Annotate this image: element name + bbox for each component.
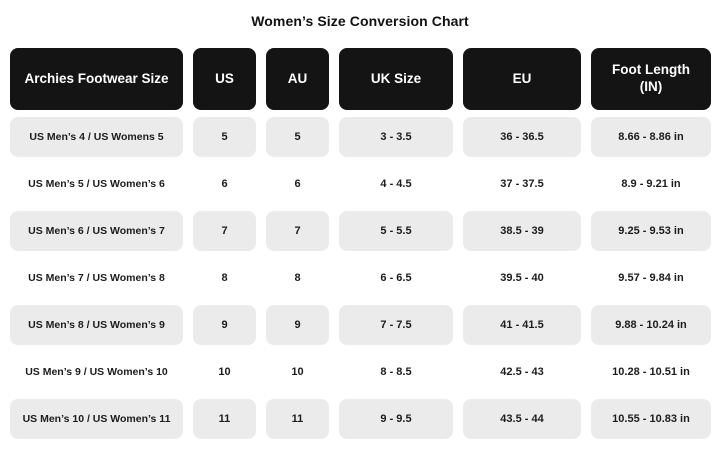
row-label: US Men’s 9 / US Women’s 10 xyxy=(25,366,168,378)
column-header-au: AU xyxy=(266,48,329,110)
column-header-archies-footwear-size: Archies Footwear Size xyxy=(10,48,183,110)
table-cell: 11 xyxy=(266,399,329,439)
table-cell: 8 - 8.5 xyxy=(380,366,412,378)
table-cell: 42.5 - 43 xyxy=(500,366,544,378)
column-header-foot-length-in: Foot Length (IN) xyxy=(591,48,711,110)
table-cell: 8 xyxy=(221,272,228,284)
table-cell: 10 xyxy=(291,366,304,378)
table-cell: 9.88 - 10.24 in xyxy=(591,305,711,345)
table-cell: 10 xyxy=(218,366,231,378)
table-cell: 10.55 - 10.83 in xyxy=(591,399,711,439)
row-label: US Men’s 4 / US Womens 5 xyxy=(10,117,183,157)
table-cell: 9 xyxy=(193,305,256,345)
table-cell: 3 - 3.5 xyxy=(339,117,453,157)
table-cell: 38.5 - 39 xyxy=(463,211,581,251)
table-cell: 9.57 - 9.84 in xyxy=(618,272,684,284)
table-cell: 6 xyxy=(221,178,228,190)
table-cell: 8.9 - 9.21 in xyxy=(621,178,681,190)
table-cell: 5 - 5.5 xyxy=(339,211,453,251)
table-cell: 5 xyxy=(193,117,256,157)
table-cell: 7 - 7.5 xyxy=(339,305,453,345)
row-label: US Men’s 5 / US Women’s 6 xyxy=(28,178,165,190)
column-header-uk-size: UK Size xyxy=(339,48,453,110)
table-cell: 9 - 9.5 xyxy=(339,399,453,439)
row-label: US Men’s 8 / US Women’s 9 xyxy=(10,305,183,345)
table-cell: 41 - 41.5 xyxy=(463,305,581,345)
table-cell: 8 xyxy=(294,272,301,284)
table-cell: 8.66 - 8.86 in xyxy=(591,117,711,157)
table-cell: 10.28 - 10.51 in xyxy=(612,366,690,378)
row-label: US Men’s 6 / US Women’s 7 xyxy=(10,211,183,251)
row-label: US Men’s 10 / US Women’s 11 xyxy=(10,399,183,439)
column-header-us: US xyxy=(193,48,256,110)
size-conversion-table: Archies Footwear Size US AU UK Size EU Foot L… xyxy=(10,48,711,439)
table-cell: 6 xyxy=(294,178,301,190)
table-cell: 11 xyxy=(193,399,256,439)
table-cell: 7 xyxy=(193,211,256,251)
table-cell: 4 - 4.5 xyxy=(380,178,412,190)
row-label: US Men’s 7 / US Women’s 8 xyxy=(28,272,165,284)
table-cell: 39.5 - 40 xyxy=(500,272,544,284)
table-cell: 9.25 - 9.53 in xyxy=(591,211,711,251)
table-cell: 43.5 - 44 xyxy=(463,399,581,439)
table-cell: 9 xyxy=(266,305,329,345)
table-cell: 5 xyxy=(266,117,329,157)
table-cell: 7 xyxy=(266,211,329,251)
table-cell: 37 - 37.5 xyxy=(500,178,544,190)
table-cell: 36 - 36.5 xyxy=(463,117,581,157)
table-cell: 6 - 6.5 xyxy=(380,272,412,284)
chart-title: Women’s Size Conversion Chart xyxy=(251,13,469,29)
column-header-eu: EU xyxy=(463,48,581,110)
